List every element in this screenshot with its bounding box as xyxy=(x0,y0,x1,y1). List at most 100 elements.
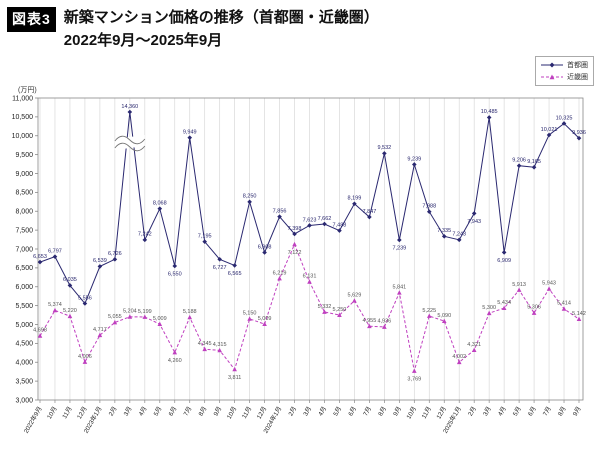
value-label-近畿圏-11: 4,345 xyxy=(198,341,212,347)
value-label-近畿圏-2: 5,220 xyxy=(63,308,77,314)
value-label-首都圏-28: 7,243 xyxy=(452,232,466,238)
svg-text:4,000: 4,000 xyxy=(15,360,33,367)
svg-text:5,000: 5,000 xyxy=(15,322,33,329)
marker-首都圏-35 xyxy=(561,121,567,126)
value-label-首都圏-29: 7,943 xyxy=(467,219,481,225)
value-label-首都圏-8: 8,068 xyxy=(153,200,167,206)
value-label-首都圏-31: 6,909 xyxy=(497,258,511,264)
value-label-近畿圏-29: 4,321 xyxy=(467,342,481,348)
value-label-首都圏-18: 7,623 xyxy=(303,217,317,223)
svg-text:4月: 4月 xyxy=(317,406,328,418)
marker-近畿圏-24 xyxy=(397,290,402,295)
svg-text:10月: 10月 xyxy=(226,406,239,421)
marker-近畿圏-26 xyxy=(426,313,432,318)
marker-近畿圏-12 xyxy=(217,347,222,353)
value-label-首都圏-19: 7,662 xyxy=(318,216,332,222)
marker-近畿圏-25 xyxy=(412,368,417,373)
marker-近畿圏-27 xyxy=(441,318,447,324)
value-label-首都圏-24: 7,239 xyxy=(392,245,406,251)
svg-text:12月: 12月 xyxy=(76,406,89,421)
svg-text:5月: 5月 xyxy=(153,406,164,418)
figure-badge: 図表3 xyxy=(7,7,56,32)
marker-近畿圏-34 xyxy=(546,286,552,291)
svg-text:3,000: 3,000 xyxy=(15,397,33,404)
value-label-首都圏-25: 9,239 xyxy=(407,156,421,162)
value-label-近畿圏-1: 5,374 xyxy=(48,302,62,308)
marker-首都圏-14 xyxy=(247,199,252,205)
value-label-首都圏-5: 6,726 xyxy=(108,251,122,257)
marker-近畿圏-32 xyxy=(516,287,522,292)
svg-text:5月: 5月 xyxy=(512,406,523,418)
svg-text:11月: 11月 xyxy=(241,406,253,420)
svg-text:7月: 7月 xyxy=(542,406,553,418)
value-label-首都圏-21: 8,199 xyxy=(348,196,362,202)
marker-首都圏-17 xyxy=(292,231,297,237)
value-label-近畿圏-31: 5,434 xyxy=(497,300,511,306)
marker-近畿圏-30 xyxy=(486,310,492,316)
value-label-首都圏-11: 7,195 xyxy=(198,233,212,239)
marker-近畿圏-4 xyxy=(97,332,103,338)
marker-近畿圏-29 xyxy=(471,347,477,353)
svg-text:8,000: 8,000 xyxy=(15,209,33,216)
value-label-近畿圏-14: 5,150 xyxy=(243,311,257,317)
value-label-首都圏-35: 10,325 xyxy=(556,115,573,121)
svg-text:2月: 2月 xyxy=(108,406,119,418)
value-label-近畿圏-17: 7,122 xyxy=(288,250,302,256)
marker-近畿圏-21 xyxy=(352,298,357,303)
svg-text:2月: 2月 xyxy=(287,406,298,418)
value-label-首都圏-33: 9,165 xyxy=(527,159,541,165)
marker-近畿圏-11 xyxy=(202,346,207,352)
marker-首都圏-18 xyxy=(307,223,312,228)
marker-首都圏-2 xyxy=(67,283,73,288)
svg-text:7,500: 7,500 xyxy=(15,227,33,234)
svg-text:10月: 10月 xyxy=(46,406,59,421)
value-label-近畿圏-26: 5,225 xyxy=(422,308,436,314)
marker-首都圏-12 xyxy=(217,257,222,262)
marker-近畿圏-13 xyxy=(232,366,237,372)
value-label-首都圏-36: 9,936 xyxy=(572,130,586,136)
value-label-近畿圏-32: 5,913 xyxy=(512,282,526,288)
marker-近畿圏-8 xyxy=(157,321,163,327)
marker-近畿圏-23 xyxy=(382,324,387,329)
svg-text:10月: 10月 xyxy=(405,406,418,421)
value-label-近畿圏-22: 4,955 xyxy=(363,318,377,324)
y-axis-unit-label: (万円) xyxy=(18,86,37,94)
svg-text:8,500: 8,500 xyxy=(15,190,33,197)
legend-label-shutoken: 首都圏 xyxy=(567,62,588,69)
marker-近畿圏-10 xyxy=(187,314,193,320)
marker-首都圏-21 xyxy=(352,201,357,207)
svg-text:6月: 6月 xyxy=(527,406,538,418)
marker-首都圏-8 xyxy=(157,206,163,211)
marker-首都圏-26 xyxy=(426,209,432,215)
value-label-近畿圏-15: 5,009 xyxy=(258,316,272,322)
marker-近畿圏-0 xyxy=(37,333,43,338)
value-label-近畿圏-23: 4,936 xyxy=(377,319,391,325)
value-label-首都圏-14: 8,250 xyxy=(243,194,257,200)
marker-首都圏-7 xyxy=(142,237,148,243)
marker-首都圏-11 xyxy=(202,239,207,244)
value-label-首都圏-10: 9,949 xyxy=(183,129,197,135)
value-label-近畿圏-5: 5,055 xyxy=(108,314,122,320)
svg-text:6月: 6月 xyxy=(168,406,179,418)
value-label-首都圏-1: 6,797 xyxy=(48,248,62,254)
legend-item-shutoken: 首都圏 xyxy=(540,60,588,70)
marker-首都圏-23 xyxy=(382,151,387,156)
marker-首都圏-20 xyxy=(337,228,342,233)
marker-近畿圏-31 xyxy=(501,305,507,311)
value-label-近畿圏-3: 4,006 xyxy=(78,354,92,360)
marker-首都圏-22 xyxy=(367,214,372,220)
value-label-近畿圏-7: 5,199 xyxy=(138,309,152,315)
svg-text:12月: 12月 xyxy=(256,406,269,421)
svg-text:3月: 3月 xyxy=(482,406,493,418)
svg-text:6,000: 6,000 xyxy=(15,284,33,291)
marker-近畿圏-33 xyxy=(531,310,537,315)
marker-近畿圏-2 xyxy=(67,313,73,319)
marker-首都圏-30 xyxy=(486,115,492,120)
marker-首都圏-27 xyxy=(441,234,447,239)
marker-近畿圏-5 xyxy=(112,319,118,325)
value-label-首都圏-20: 7,488 xyxy=(333,222,347,228)
value-label-近畿圏-35: 5,414 xyxy=(557,301,571,307)
value-label-近畿圏-10: 5,188 xyxy=(183,309,197,315)
svg-text:2月: 2月 xyxy=(467,406,478,418)
